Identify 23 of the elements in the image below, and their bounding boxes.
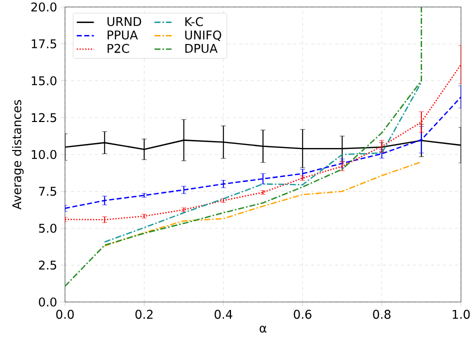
y-axis-title: Average distances	[12, 100, 24, 210]
y-tick-label: 15.0	[32, 76, 56, 86]
y-tick-label: 2.5	[39, 260, 56, 270]
x-tick-label: 0.2	[135, 310, 153, 319]
legend-label: PPUA	[108, 30, 138, 40]
x-tick-label: 0.4	[214, 310, 232, 319]
legend-label: K-C	[185, 17, 203, 26]
x-tick-label: 0.0	[56, 310, 74, 319]
y-tick-label: 7.5	[39, 186, 56, 196]
y-tick-label: 20.0	[31, 2, 56, 12]
y-tick-label: 17.5	[32, 39, 56, 48]
y-tick-label: 5.0	[39, 224, 56, 233]
y-tick-label: 12.5	[32, 113, 56, 122]
legend-label: URND	[108, 17, 142, 26]
y-tick-label: 0.0	[38, 297, 56, 307]
legend-label: DPUA	[185, 44, 218, 53]
legend-label: UNIFQ	[185, 30, 222, 41]
legend-label: P2C	[108, 44, 130, 53]
x-axis-title: α	[260, 326, 266, 333]
x-tick-label: 0.8	[373, 310, 391, 319]
x-tick-label: 0.6	[294, 310, 312, 319]
y-tick-label: 10.0	[32, 150, 56, 160]
x-tick-label: 1.0	[452, 310, 470, 319]
